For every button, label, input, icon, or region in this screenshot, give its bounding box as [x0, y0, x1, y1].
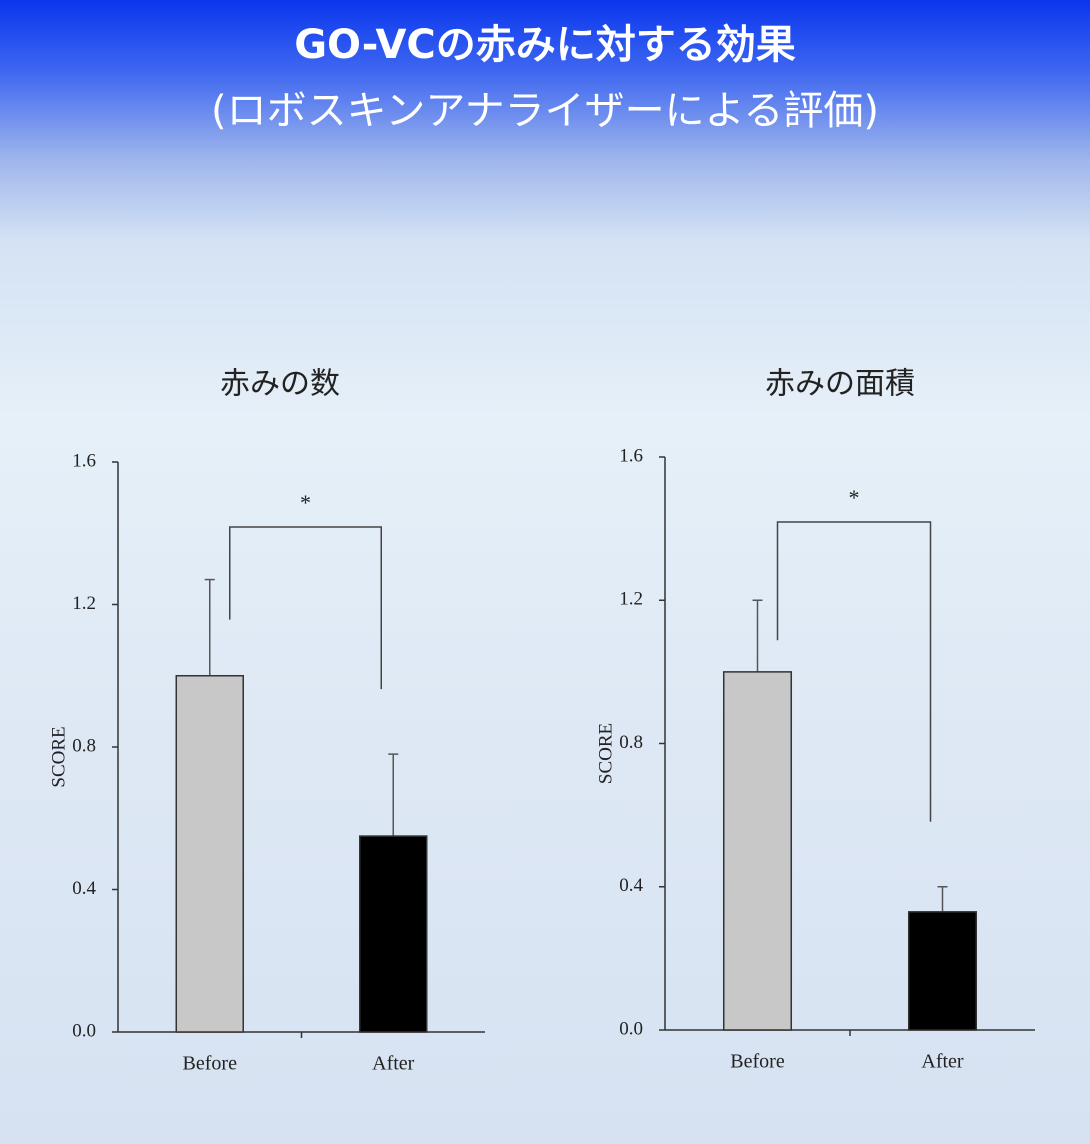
significance-bracket [229, 526, 382, 690]
y-tick-label: 0.4 [619, 875, 643, 896]
bar [722, 671, 793, 1031]
x-tick-label: Before [183, 1053, 238, 1075]
y-axis-label: SCORE [595, 723, 616, 784]
significance-label: * [849, 485, 860, 510]
y-tick-label: 1.6 [72, 450, 96, 471]
bar [359, 835, 428, 1033]
chart-title: 赤みの数 [220, 367, 340, 402]
y-tick-label: 1.6 [619, 445, 643, 466]
significance-label: * [300, 490, 311, 515]
bar [907, 911, 978, 1031]
y-tick-label: 1.2 [72, 593, 96, 614]
y-tick-label: 0.4 [72, 878, 96, 899]
y-tick-label: 0.8 [619, 732, 643, 753]
x-tick-label: After [372, 1053, 415, 1075]
y-axis-label: SCORE [48, 726, 69, 787]
slide-title: GO-VCの赤みに対する効果 [294, 22, 796, 68]
significance-bracket [776, 521, 932, 822]
x-tick-label: Before [730, 1051, 785, 1073]
slide-subtitle: (ロボスキンアナライザーによる評価) [210, 88, 879, 134]
y-tick-label: 0.0 [72, 1020, 96, 1041]
y-tick-label: 0.8 [72, 735, 96, 756]
y-tick-label: 0.0 [619, 1018, 643, 1039]
bar [175, 675, 244, 1033]
y-tick-label: 1.2 [619, 589, 643, 610]
chart-title: 赤みの面積 [765, 367, 915, 402]
x-tick-label: After [921, 1051, 964, 1073]
